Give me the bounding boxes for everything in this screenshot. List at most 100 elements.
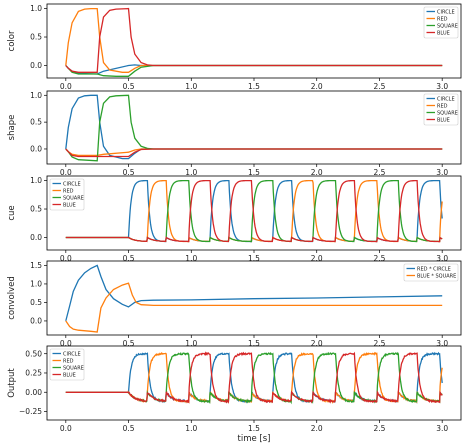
x-tick-label: 2.0 [311, 254, 323, 263]
panel-0: 0.0 0.5 1.0 1.5 2.0 2.5 3.0 0.0 0.5 1.0 color CIRCL… [7, 3, 462, 91]
x-tick-label: 1.0 [185, 82, 197, 91]
x-tick-label: 1.0 [185, 424, 197, 433]
x-tick-label: 3.0 [436, 339, 448, 348]
y-tick-label: 0.50 [25, 349, 42, 358]
legend-label: SQUARE [63, 195, 84, 201]
x-tick-label: 1.0 [185, 168, 197, 177]
series-line-red [65, 148, 443, 157]
legend-label: BLUE [437, 30, 450, 36]
y-axis-label: convolved [7, 276, 17, 320]
legend-label: RED * CIRCLE [417, 266, 451, 272]
x-tick-label: 2.0 [311, 82, 323, 91]
plot-frame [46, 90, 462, 165]
x-tick-label: 3.0 [436, 82, 448, 91]
legend-box [423, 6, 459, 39]
panel-2: 0.0 0.5 1.0 1.5 2.0 2.5 3.0 0.0 0.5 1.0 cue CIRCLER… [7, 175, 462, 263]
x-tick-label: 0.0 [60, 254, 72, 263]
x-tick-label: 0.5 [123, 254, 135, 263]
y-tick-label: 0.0 [30, 145, 42, 154]
legend-label: SQUARE [437, 23, 458, 29]
x-tick-label: 1.5 [248, 168, 260, 177]
legend-label: RED [437, 103, 448, 109]
x-tick-label: 2.5 [373, 339, 385, 348]
y-tick-label: −0.25 [19, 407, 42, 416]
legend-box [423, 93, 459, 126]
y-tick-label: 1.5 [30, 261, 42, 270]
x-tick-label: 3.0 [436, 168, 448, 177]
y-tick-label: 1.0 [30, 91, 42, 100]
series-line-blue-square [65, 282, 443, 333]
panel-1: 0.0 0.5 1.0 1.5 2.0 2.5 3.0 0.0 0.5 1.0 shape CIRCL… [7, 90, 462, 177]
legend-label: CIRCLE [63, 181, 81, 187]
x-tick-label: 0.0 [60, 339, 72, 348]
x-axis-label: time [s] [238, 434, 271, 444]
series-line-blue [65, 148, 443, 158]
legend-box [403, 263, 459, 282]
series-line-square [65, 64, 443, 77]
x-tick-label: 1.0 [185, 339, 197, 348]
y-axis-label: Output [7, 368, 17, 398]
y-tick-label: 1.0 [30, 280, 42, 289]
series-line-blue [65, 7, 443, 73]
y-tick-label: 1.0 [30, 4, 42, 13]
x-tick-label: 0.0 [60, 82, 72, 91]
y-axis-label: cue [7, 205, 17, 220]
y-tick-label: 0.5 [30, 33, 42, 42]
x-tick-label: 0.0 [60, 168, 72, 177]
x-tick-label: 2.5 [373, 168, 385, 177]
y-tick-label: 0.5 [30, 298, 42, 307]
y-tick-label: 0.5 [30, 118, 42, 127]
y-tick-label: 0.25 [25, 369, 42, 378]
x-tick-label: 1.0 [185, 254, 197, 263]
series-line-square [65, 179, 443, 243]
x-tick-label: 2.5 [373, 254, 385, 263]
legend-label: CIRCLE [437, 9, 455, 15]
series-line-blue [65, 179, 443, 243]
y-tick-label: 0.0 [30, 233, 42, 242]
legend-box [49, 178, 85, 211]
y-tick-label: 0.5 [30, 205, 42, 214]
x-tick-label: 0.5 [123, 339, 135, 348]
y-tick-label: 0.0 [30, 61, 42, 70]
x-tick-label: 2.5 [373, 82, 385, 91]
x-tick-label: 0.5 [123, 424, 135, 433]
legend-label: SQUARE [437, 110, 458, 116]
legend-label: BLUE * SQUARE [417, 273, 456, 279]
legend-label: CIRCLE [63, 351, 81, 357]
y-tick-label: 1.0 [30, 176, 42, 185]
legend-label: BLUE [63, 202, 76, 208]
series-line-blue [65, 351, 443, 404]
series-line-square [65, 94, 443, 162]
panel-3: 0.0 0.5 1.0 1.5 2.0 2.5 3.0 0.0 0.5 1.0 1.5 convolv… [7, 260, 462, 348]
legend-label: BLUE [437, 117, 450, 123]
legend-label: BLUE [63, 372, 76, 378]
plot-frame [46, 260, 462, 336]
x-tick-label: 3.0 [436, 254, 448, 263]
plot-frame [46, 3, 462, 79]
legend-label: RED [437, 16, 448, 22]
y-tick-label: 0.00 [25, 388, 42, 397]
x-tick-label: 0.0 [60, 424, 72, 433]
x-tick-label: 2.0 [311, 339, 323, 348]
y-axis-label: shape [7, 115, 17, 141]
y-axis-label: color [7, 30, 17, 51]
x-tick-label: 2.5 [373, 424, 385, 433]
legend-box [49, 348, 85, 381]
legend-label: RED [63, 358, 74, 364]
x-tick-label: 1.5 [248, 82, 260, 91]
legend-label: SQUARE [63, 365, 84, 371]
series-line-red [65, 7, 443, 73]
y-tick-label: 0.0 [30, 317, 42, 326]
legend-label: RED [63, 188, 74, 194]
x-tick-label: 1.5 [248, 424, 260, 433]
x-tick-label: 1.5 [248, 339, 260, 348]
x-tick-label: 1.5 [248, 254, 260, 263]
x-tick-label: 3.0 [436, 424, 448, 433]
legend-label: CIRCLE [437, 96, 455, 102]
x-tick-label: 2.0 [311, 168, 323, 177]
